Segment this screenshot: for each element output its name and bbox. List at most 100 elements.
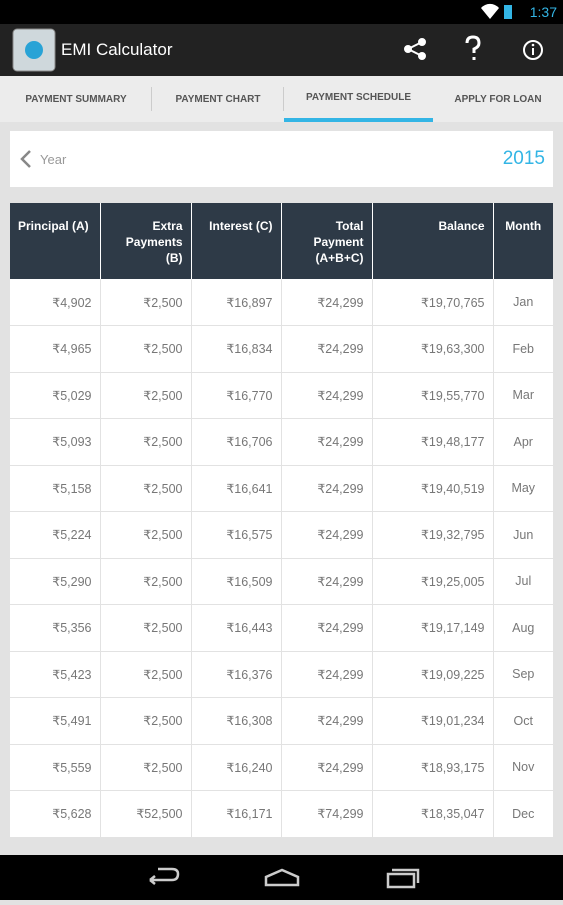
table-cell: Jan bbox=[493, 279, 553, 326]
info-icon[interactable] bbox=[523, 40, 543, 60]
table-row: ₹4,902 ₹2,500 ₹16,897 ₹24,299 ₹19,70,765 Jan bbox=[10, 279, 553, 326]
home-button[interactable] bbox=[264, 868, 300, 887]
table-cell: May bbox=[493, 465, 553, 512]
table-cell: ₹5,491 bbox=[10, 697, 101, 745]
table-cell: Oct bbox=[493, 697, 553, 745]
table-cell: ₹5,093 bbox=[10, 418, 101, 466]
table-cell: Sep bbox=[493, 651, 553, 698]
table-cell: ₹24,299 bbox=[281, 279, 373, 326]
table-cell: ₹5,158 bbox=[10, 465, 101, 512]
table-cell: ₹16,897 bbox=[191, 279, 282, 326]
table-cell: ₹2,500 bbox=[100, 651, 192, 698]
table-cell: Jul bbox=[493, 558, 553, 605]
table-cell: ₹19,55,770 bbox=[372, 372, 494, 419]
back-chevron[interactable] bbox=[19, 149, 33, 169]
table-body: ₹4,902 ₹2,500 ₹16,897 ₹24,299 ₹19,70,765 Jan ₹… bbox=[10, 279, 553, 838]
table-cell: Mar bbox=[493, 372, 553, 419]
tab[interactable]: PAYMENT SUMMARY bbox=[0, 76, 152, 122]
table-cell: ₹5,628 bbox=[10, 790, 101, 838]
time: 1:37 bbox=[529, 4, 557, 20]
table-cell: ₹4,902 bbox=[10, 279, 101, 326]
table-cell: ₹24,299 bbox=[281, 511, 373, 559]
table-cell: Dec bbox=[493, 790, 553, 838]
table-cell: ₹19,25,005 bbox=[372, 558, 494, 605]
nav-icons bbox=[149, 867, 420, 889]
back-button[interactable] bbox=[149, 867, 180, 885]
table-row: ₹5,628 ₹52,500 ₹16,171 ₹74,299 ₹18,35,047 Dec bbox=[10, 790, 553, 838]
table-cell: ₹16,240 bbox=[191, 744, 282, 791]
table-cell: ₹16,509 bbox=[191, 558, 282, 605]
table-cell: ₹52,500 bbox=[100, 790, 192, 838]
app-bar: EMI Calculator bbox=[0, 24, 563, 76]
table-cell: ₹2,500 bbox=[100, 558, 192, 605]
table-row: ₹5,029 ₹2,500 ₹16,770 ₹24,299 ₹19,55,770 Mar bbox=[10, 372, 553, 419]
table-cell: ₹19,32,795 bbox=[372, 511, 494, 559]
table-cell: ₹74,299 bbox=[281, 790, 373, 838]
table-row: ₹4,965 ₹2,500 ₹16,834 ₹24,299 ₹19,63,300 Feb bbox=[10, 325, 553, 373]
table-cell: ₹19,09,225 bbox=[372, 651, 494, 698]
table-cell: ₹16,308 bbox=[191, 697, 282, 745]
table-cell: ₹5,559 bbox=[10, 744, 101, 791]
table-cell: ₹19,01,234 bbox=[372, 697, 494, 745]
column-header: Balance bbox=[372, 203, 494, 279]
table-cell: ₹19,63,300 bbox=[372, 325, 494, 373]
table-cell: ₹2,500 bbox=[100, 279, 192, 326]
status-icons bbox=[481, 3, 512, 20]
table-cell: ₹2,500 bbox=[100, 697, 192, 745]
table-cell: ₹5,356 bbox=[10, 604, 101, 652]
status-bar: 1:37 bbox=[0, 0, 563, 24]
tab[interactable]: PAYMENT CHART bbox=[152, 76, 284, 122]
table-cell: ₹19,70,765 bbox=[372, 279, 494, 326]
table-cell: ₹16,834 bbox=[191, 325, 282, 373]
table-cell: ₹16,575 bbox=[191, 511, 282, 559]
table-row: ₹5,093 ₹2,500 ₹16,706 ₹24,299 ₹19,48,177 Apr bbox=[10, 418, 553, 466]
tab[interactable]: APPLY FOR LOAN bbox=[454, 93, 542, 105]
table-cell: Aug bbox=[493, 604, 553, 652]
table-cell: ₹5,423 bbox=[10, 651, 101, 698]
table-row: ₹5,290 ₹2,500 ₹16,509 ₹24,299 ₹19,25,005 Jul bbox=[10, 558, 553, 605]
table-cell: Apr bbox=[493, 418, 553, 466]
share-icon[interactable] bbox=[404, 38, 426, 60]
table-cell: ₹19,48,177 bbox=[372, 418, 494, 466]
table-cell: ₹18,35,047 bbox=[372, 790, 494, 838]
column-header: Interest (C) bbox=[191, 203, 282, 279]
app-title: EMI Calculator bbox=[61, 40, 173, 59]
help-icon[interactable] bbox=[465, 35, 481, 60]
table-row: ₹5,158 ₹2,500 ₹16,641 ₹24,299 ₹19,40,519 May bbox=[10, 465, 553, 512]
table-row: ₹5,491 ₹2,500 ₹16,308 ₹24,299 ₹19,01,234 Oct bbox=[10, 697, 553, 745]
table-cell: ₹2,500 bbox=[100, 604, 192, 652]
table-row: ₹5,559 ₹2,500 ₹16,240 ₹24,299 ₹18,93,175 Nov bbox=[10, 744, 553, 791]
table-cell: Feb bbox=[493, 325, 553, 373]
year-value[interactable]: 2015 bbox=[502, 148, 545, 169]
table-cell: ₹24,299 bbox=[281, 604, 373, 652]
table-cell: ₹2,500 bbox=[100, 744, 192, 791]
table-cell: ₹2,500 bbox=[100, 511, 192, 559]
table-cell: ₹19,40,519 bbox=[372, 465, 494, 512]
table-cell: ₹4,965 bbox=[10, 325, 101, 373]
table-cell: ₹5,224 bbox=[10, 511, 101, 559]
table-cell: ₹16,443 bbox=[191, 604, 282, 652]
table-cell: ₹5,029 bbox=[10, 372, 101, 419]
table-row: ₹5,356 ₹2,500 ₹16,443 ₹24,299 ₹19,17,149 Aug bbox=[10, 604, 553, 652]
schedule-table: Principal (A) Extra Payments (B) Interest … bbox=[10, 203, 553, 838]
column-header: Month bbox=[493, 203, 553, 279]
recents-button[interactable] bbox=[386, 868, 420, 889]
year-selector: Year 2015 bbox=[10, 131, 553, 187]
column-header: Extra Payments (B) bbox=[100, 203, 192, 279]
table-cell: ₹2,500 bbox=[100, 325, 192, 373]
table-row: ₹5,423 ₹2,500 ₹16,376 ₹24,299 ₹19,09,225 Sep bbox=[10, 651, 553, 698]
table-cell: ₹2,500 bbox=[100, 465, 192, 512]
table-cell: ₹16,641 bbox=[191, 465, 282, 512]
table-cell: ₹24,299 bbox=[281, 651, 373, 698]
header-row: Principal (A) Extra Payments (B) Interest … bbox=[10, 203, 553, 279]
app-icon[interactable] bbox=[12, 28, 56, 72]
column-header: Total Payment (A+B+C) bbox=[281, 203, 373, 279]
table-cell: ₹16,376 bbox=[191, 651, 282, 698]
tab-bar: PAYMENT SUMMARY PAYMENT CHART PAYMENT SCHE… bbox=[0, 76, 563, 122]
table-row: ₹5,224 ₹2,500 ₹16,575 ₹24,299 ₹19,32,795 Jun bbox=[10, 511, 553, 559]
tab[interactable]: PAYMENT SCHEDULE bbox=[284, 76, 433, 122]
table-cell: ₹24,299 bbox=[281, 744, 373, 791]
table-cell: ₹24,299 bbox=[281, 418, 373, 466]
table-cell: ₹18,93,175 bbox=[372, 744, 494, 791]
